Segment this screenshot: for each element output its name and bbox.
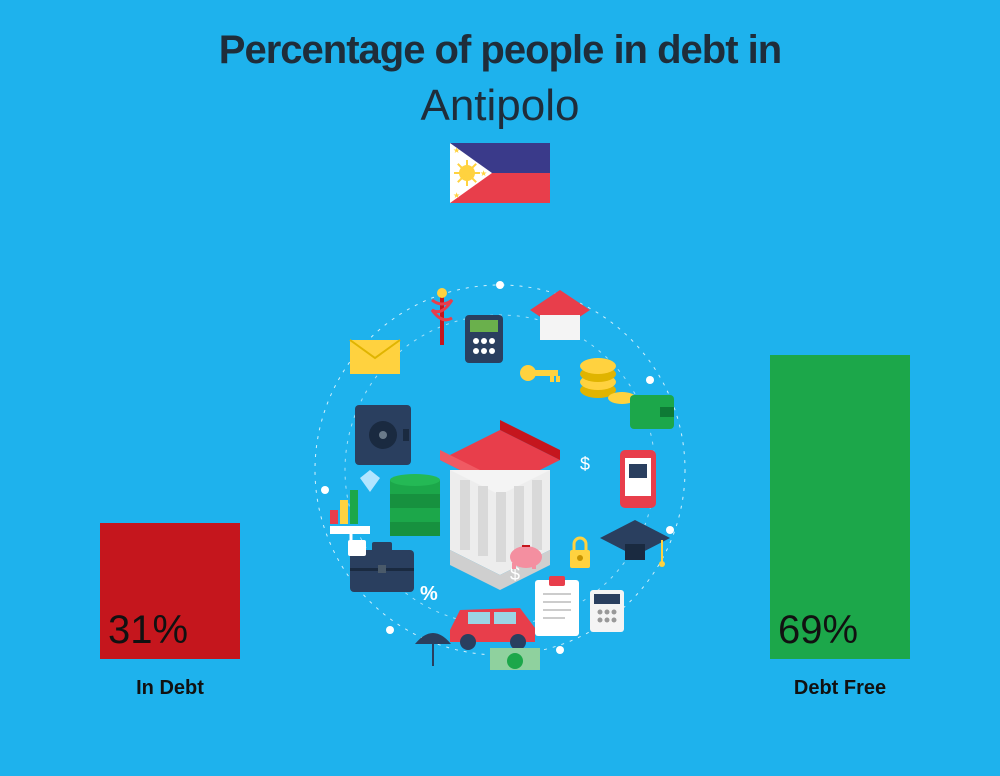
bar-in-debt: 31% In Debt	[100, 523, 240, 700]
bar-label: Debt Free	[794, 677, 886, 700]
flag-icon: ★ ★ ★	[450, 143, 550, 203]
bar-chart: 31% In Debt 69% Debt Free	[0, 230, 1000, 730]
page-title: Percentage of people in debt in	[0, 0, 1000, 73]
bar-rect: 31%	[100, 523, 240, 659]
bar-debt-free: 69% Debt Free	[770, 355, 910, 700]
bar-value: 69%	[778, 608, 858, 653]
bar-label: In Debt	[136, 677, 204, 700]
bar-value: 31%	[108, 608, 188, 653]
page-subtitle: Antipolo	[0, 81, 1000, 131]
bar-rect: 69%	[770, 355, 910, 659]
